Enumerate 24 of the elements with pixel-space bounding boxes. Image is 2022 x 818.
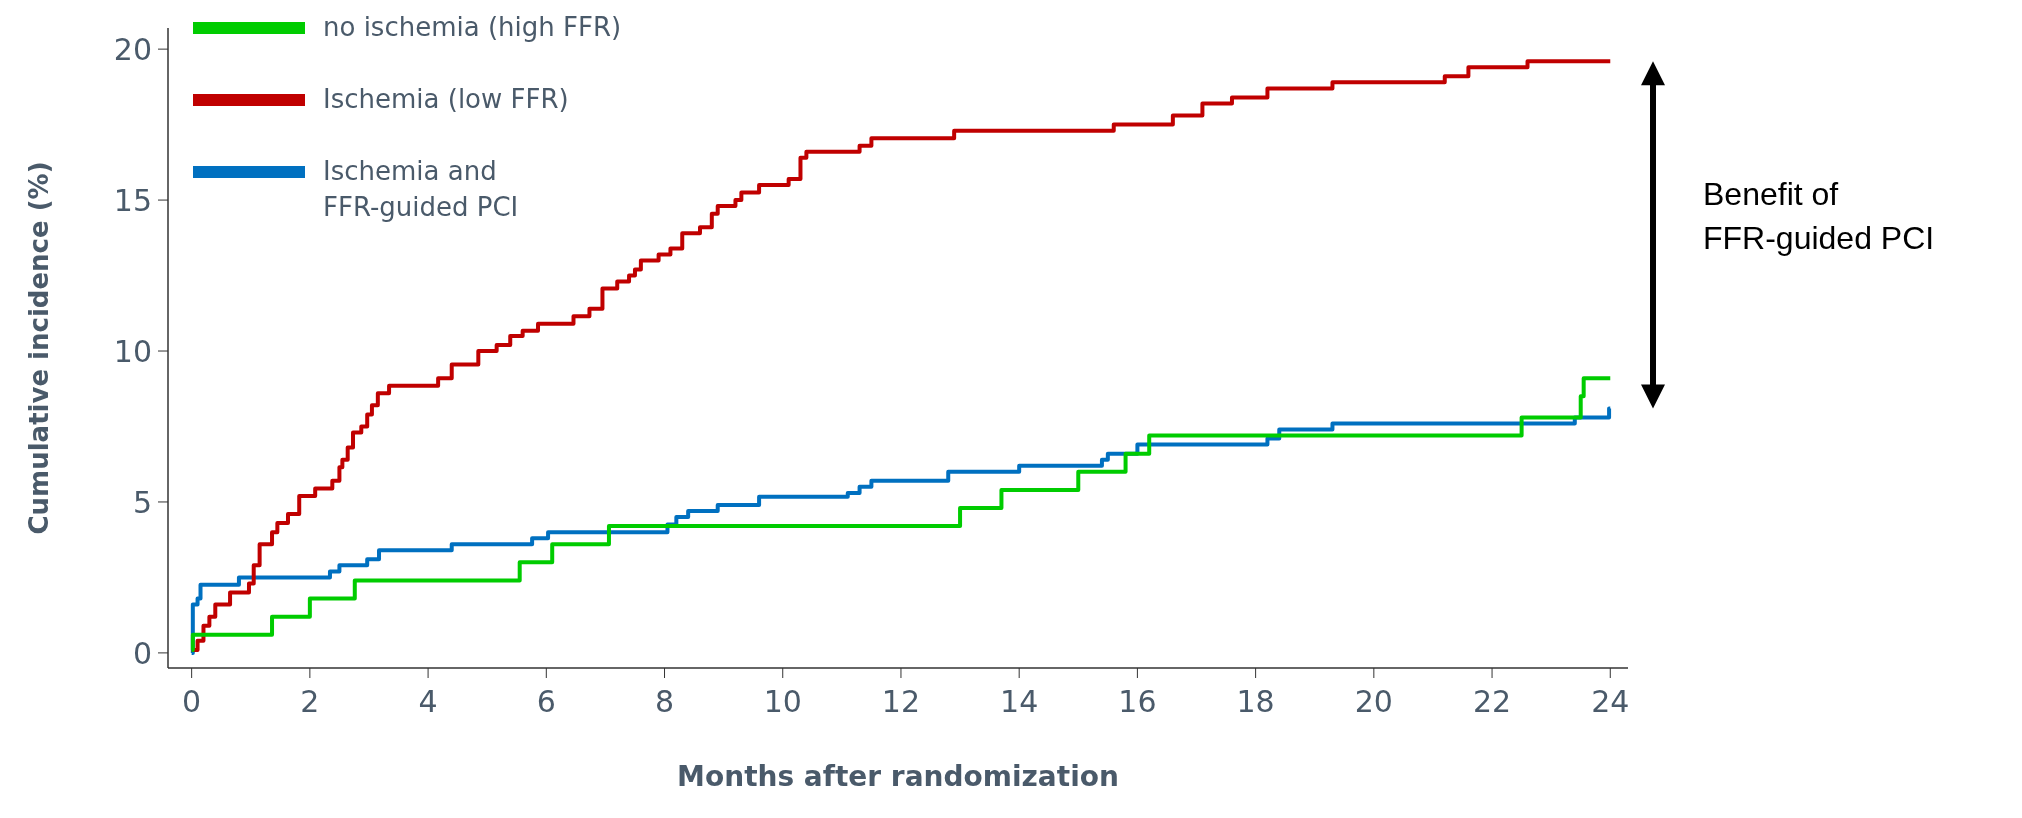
x-tick-label: 12 [881, 684, 921, 719]
legend-label: no ischemia (high FFR) [323, 12, 622, 42]
x-tick-label: 4 [418, 684, 438, 719]
y-tick-label: 0 [132, 635, 152, 671]
x-tick-label: 10 [763, 684, 802, 719]
x-tick-label: 8 [654, 684, 675, 719]
y-tick-label: 10 [113, 334, 152, 370]
x-tick-label: 16 [1118, 684, 1157, 719]
x-tick-label: 6 [536, 684, 556, 719]
legend-label: Ischemia and FFR-guided PCI [323, 156, 519, 222]
y-tick-label: 15 [113, 183, 152, 219]
y-tick-label: 5 [132, 484, 152, 520]
y-axis-title: Cumulative incidence (%) [24, 161, 54, 535]
text: Benefit of FFR-guided PCI [1703, 175, 1935, 256]
x-tick-label: 24 [1591, 684, 1630, 719]
x-axis-title: Months after randomization [677, 760, 1119, 793]
x-tick-label: 14 [1000, 684, 1039, 719]
x-tick-label: 22 [1472, 684, 1512, 719]
legend-label: Ischemia (low FFR) [323, 84, 569, 114]
x-tick-label: 2 [300, 684, 320, 719]
x-tick-label: 18 [1236, 684, 1275, 719]
x-tick-label: 20 [1354, 684, 1393, 719]
y-tick-label: 20 [113, 32, 152, 68]
x-tick-label: 0 [182, 684, 202, 719]
